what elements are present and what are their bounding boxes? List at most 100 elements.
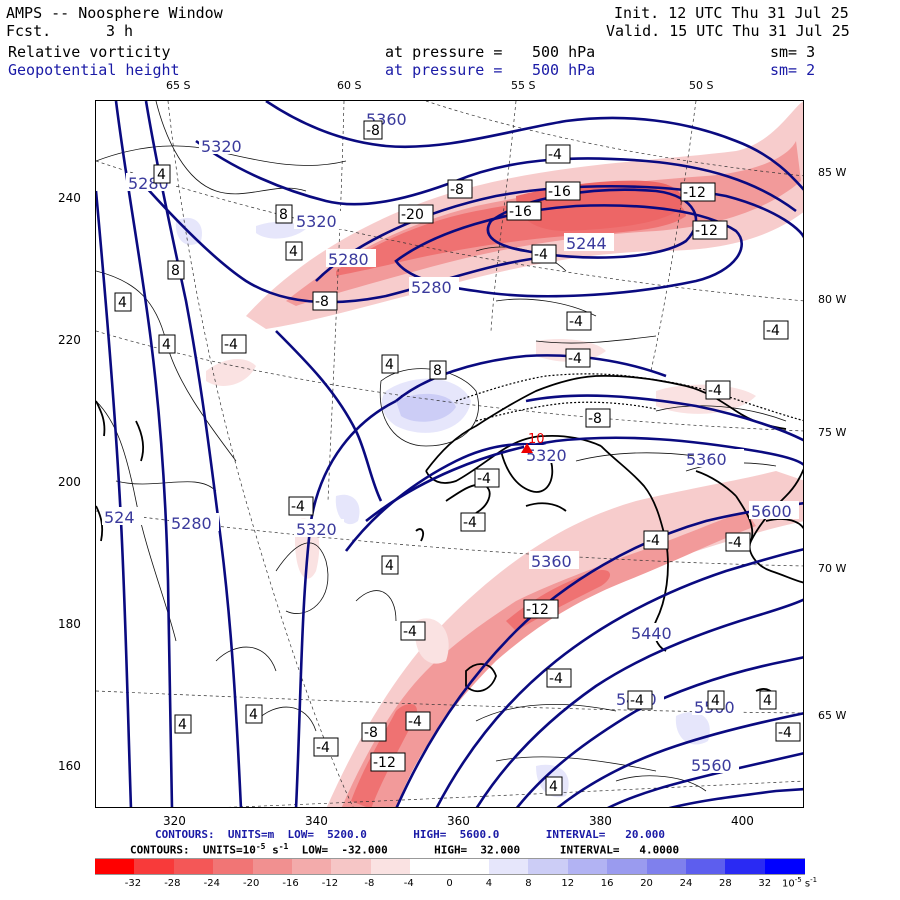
vort-label: -8 bbox=[364, 725, 378, 741]
colorbar-swatch bbox=[449, 858, 490, 875]
z-label: 524 bbox=[104, 508, 135, 527]
vort-label: -4 bbox=[463, 515, 477, 531]
vort-label: -4 bbox=[477, 471, 491, 487]
z-label: 5360 bbox=[531, 552, 572, 571]
x-tick-400: 400 bbox=[731, 814, 754, 828]
field-1-pressure-label: at pressure = bbox=[385, 43, 503, 61]
station-marker: 10 bbox=[521, 432, 545, 453]
vort-label: -12 bbox=[526, 602, 549, 618]
z-contour-west-3 bbox=[96, 190, 133, 807]
vort-label: 4 bbox=[549, 779, 558, 795]
vort-small-red-1 bbox=[206, 359, 256, 386]
lon-line-65s bbox=[167, 101, 354, 807]
vort-label: -12 bbox=[373, 755, 396, 771]
z-label: 5320 bbox=[526, 446, 567, 465]
z-label: 5320 bbox=[296, 212, 337, 231]
y-tick-180: 180 bbox=[58, 617, 81, 631]
forecast-hour: 3 h bbox=[106, 22, 134, 40]
colorbar-tick-label: 32 bbox=[758, 878, 772, 889]
z-contour-east-2 bbox=[435, 548, 803, 807]
vort-label: 4 bbox=[385, 357, 394, 373]
vort-label: -4 bbox=[534, 247, 548, 263]
x-tick-360: 360 bbox=[447, 814, 470, 828]
vort-label: 4 bbox=[118, 295, 127, 311]
x-tick-340: 340 bbox=[305, 814, 328, 828]
vorticity-contour-info: CONTOURS: UNITS=10-5 s-1 LOW= -32.000 HI… bbox=[130, 842, 679, 857]
lon-label-70w: 70 W bbox=[818, 562, 847, 575]
init-time: Init. 12 UTC Thu 31 Jul 25 bbox=[614, 4, 849, 22]
z-contour-east-5 bbox=[556, 712, 803, 807]
station-triangle-icon bbox=[521, 443, 533, 453]
lat-label-65s: 65 S bbox=[166, 79, 191, 92]
coastline-detail bbox=[455, 373, 803, 422]
cb-unit-base: 10 bbox=[782, 878, 795, 890]
z-contour-ne-1 bbox=[525, 394, 803, 442]
z-contour-5360-mid bbox=[365, 436, 803, 523]
z-label: 5280 bbox=[171, 514, 212, 533]
vort-blue-5 bbox=[675, 712, 710, 745]
z-contour-5360-top bbox=[265, 101, 803, 191]
field-1-name: Relative vorticity bbox=[8, 43, 171, 61]
colorbar-tick-label: -28 bbox=[164, 878, 181, 889]
vort-label: -4 bbox=[408, 714, 422, 730]
field-2-name: Geopotential height bbox=[8, 61, 180, 79]
colorbar-swatch bbox=[567, 858, 608, 875]
vort-info-prefix: CONTOURS: UNITS=10 bbox=[130, 843, 256, 857]
lat-label-60s: 60 S bbox=[337, 79, 362, 92]
z-label: 5600 bbox=[751, 502, 792, 521]
colorbar-tick-label: 12 bbox=[561, 878, 575, 889]
lon-label-80w: 80 W bbox=[818, 293, 847, 306]
vort-label: -4 bbox=[568, 351, 582, 367]
vort-info-exp: -5 bbox=[255, 842, 266, 851]
model-title: AMPS -- Noosphere Window bbox=[6, 4, 223, 22]
map-plot-area: 5360 5320 5280 5320 5280 5280 5244 5320 … bbox=[95, 100, 804, 808]
vort-label: -12 bbox=[683, 185, 706, 201]
y-tick-240: 240 bbox=[58, 191, 81, 205]
vort-label: -4 bbox=[548, 147, 562, 163]
field-2-pressure-label: at pressure = bbox=[385, 61, 503, 79]
vort-label: 4 bbox=[711, 693, 720, 709]
field-1-pressure: 500 hPa bbox=[532, 43, 596, 61]
x-tick-320: 320 bbox=[163, 814, 186, 828]
cb-unit-s: s bbox=[801, 878, 811, 890]
vort-label: -4 bbox=[316, 740, 330, 756]
colorbar-swatch bbox=[489, 858, 529, 875]
vort-label: 4 bbox=[157, 167, 166, 183]
station-label: 10 bbox=[528, 432, 545, 447]
vort-label: -4 bbox=[403, 624, 417, 640]
colorbar-tick-label: -16 bbox=[282, 878, 299, 889]
z-contour-5320-mid bbox=[395, 354, 667, 402]
lat-label-50s: 50 S bbox=[689, 79, 714, 92]
colorbar-tick-label: 4 bbox=[485, 878, 493, 889]
y-tick-200: 200 bbox=[58, 475, 81, 489]
vort-label: -8 bbox=[366, 123, 380, 139]
colorbar bbox=[95, 858, 805, 875]
colorbar-tick-label: 28 bbox=[719, 878, 732, 889]
forecast-label: Fcst. bbox=[6, 22, 52, 40]
z-label: 5360 bbox=[686, 450, 727, 469]
colorbar-tick-label: 16 bbox=[600, 878, 614, 889]
vort-label: -4 bbox=[291, 499, 305, 515]
lon-label-85w: 85 W bbox=[818, 166, 847, 179]
vort-label: 8 bbox=[171, 263, 180, 279]
colorbar-swatch bbox=[725, 858, 766, 875]
vort-info-exp2: -1 bbox=[278, 842, 289, 851]
colorbar-swatch bbox=[646, 858, 687, 875]
vort-label: -16 bbox=[509, 204, 532, 220]
z-label: 5440 bbox=[631, 624, 672, 643]
cb-unit-exp: -5 bbox=[794, 876, 802, 884]
colorbar-tick-label: -20 bbox=[243, 878, 260, 889]
lon-label-65w: 65 W bbox=[818, 709, 847, 722]
vort-blue-2 bbox=[256, 221, 306, 239]
z-contour-center bbox=[344, 442, 547, 552]
colorbar-swatch bbox=[95, 858, 135, 875]
z-label: 5320 bbox=[201, 137, 242, 156]
colorbar-tick-label: -12 bbox=[321, 878, 339, 889]
vort-label: -20 bbox=[401, 207, 424, 223]
field-2-smoothing: sm= 2 bbox=[770, 61, 816, 79]
lon-label-75w: 75 W bbox=[818, 426, 847, 439]
z-label: 5560 bbox=[691, 756, 732, 775]
vort-label: 8 bbox=[433, 363, 442, 379]
colorbar-swatch bbox=[252, 858, 293, 875]
z-contour-east-7 bbox=[668, 787, 803, 807]
